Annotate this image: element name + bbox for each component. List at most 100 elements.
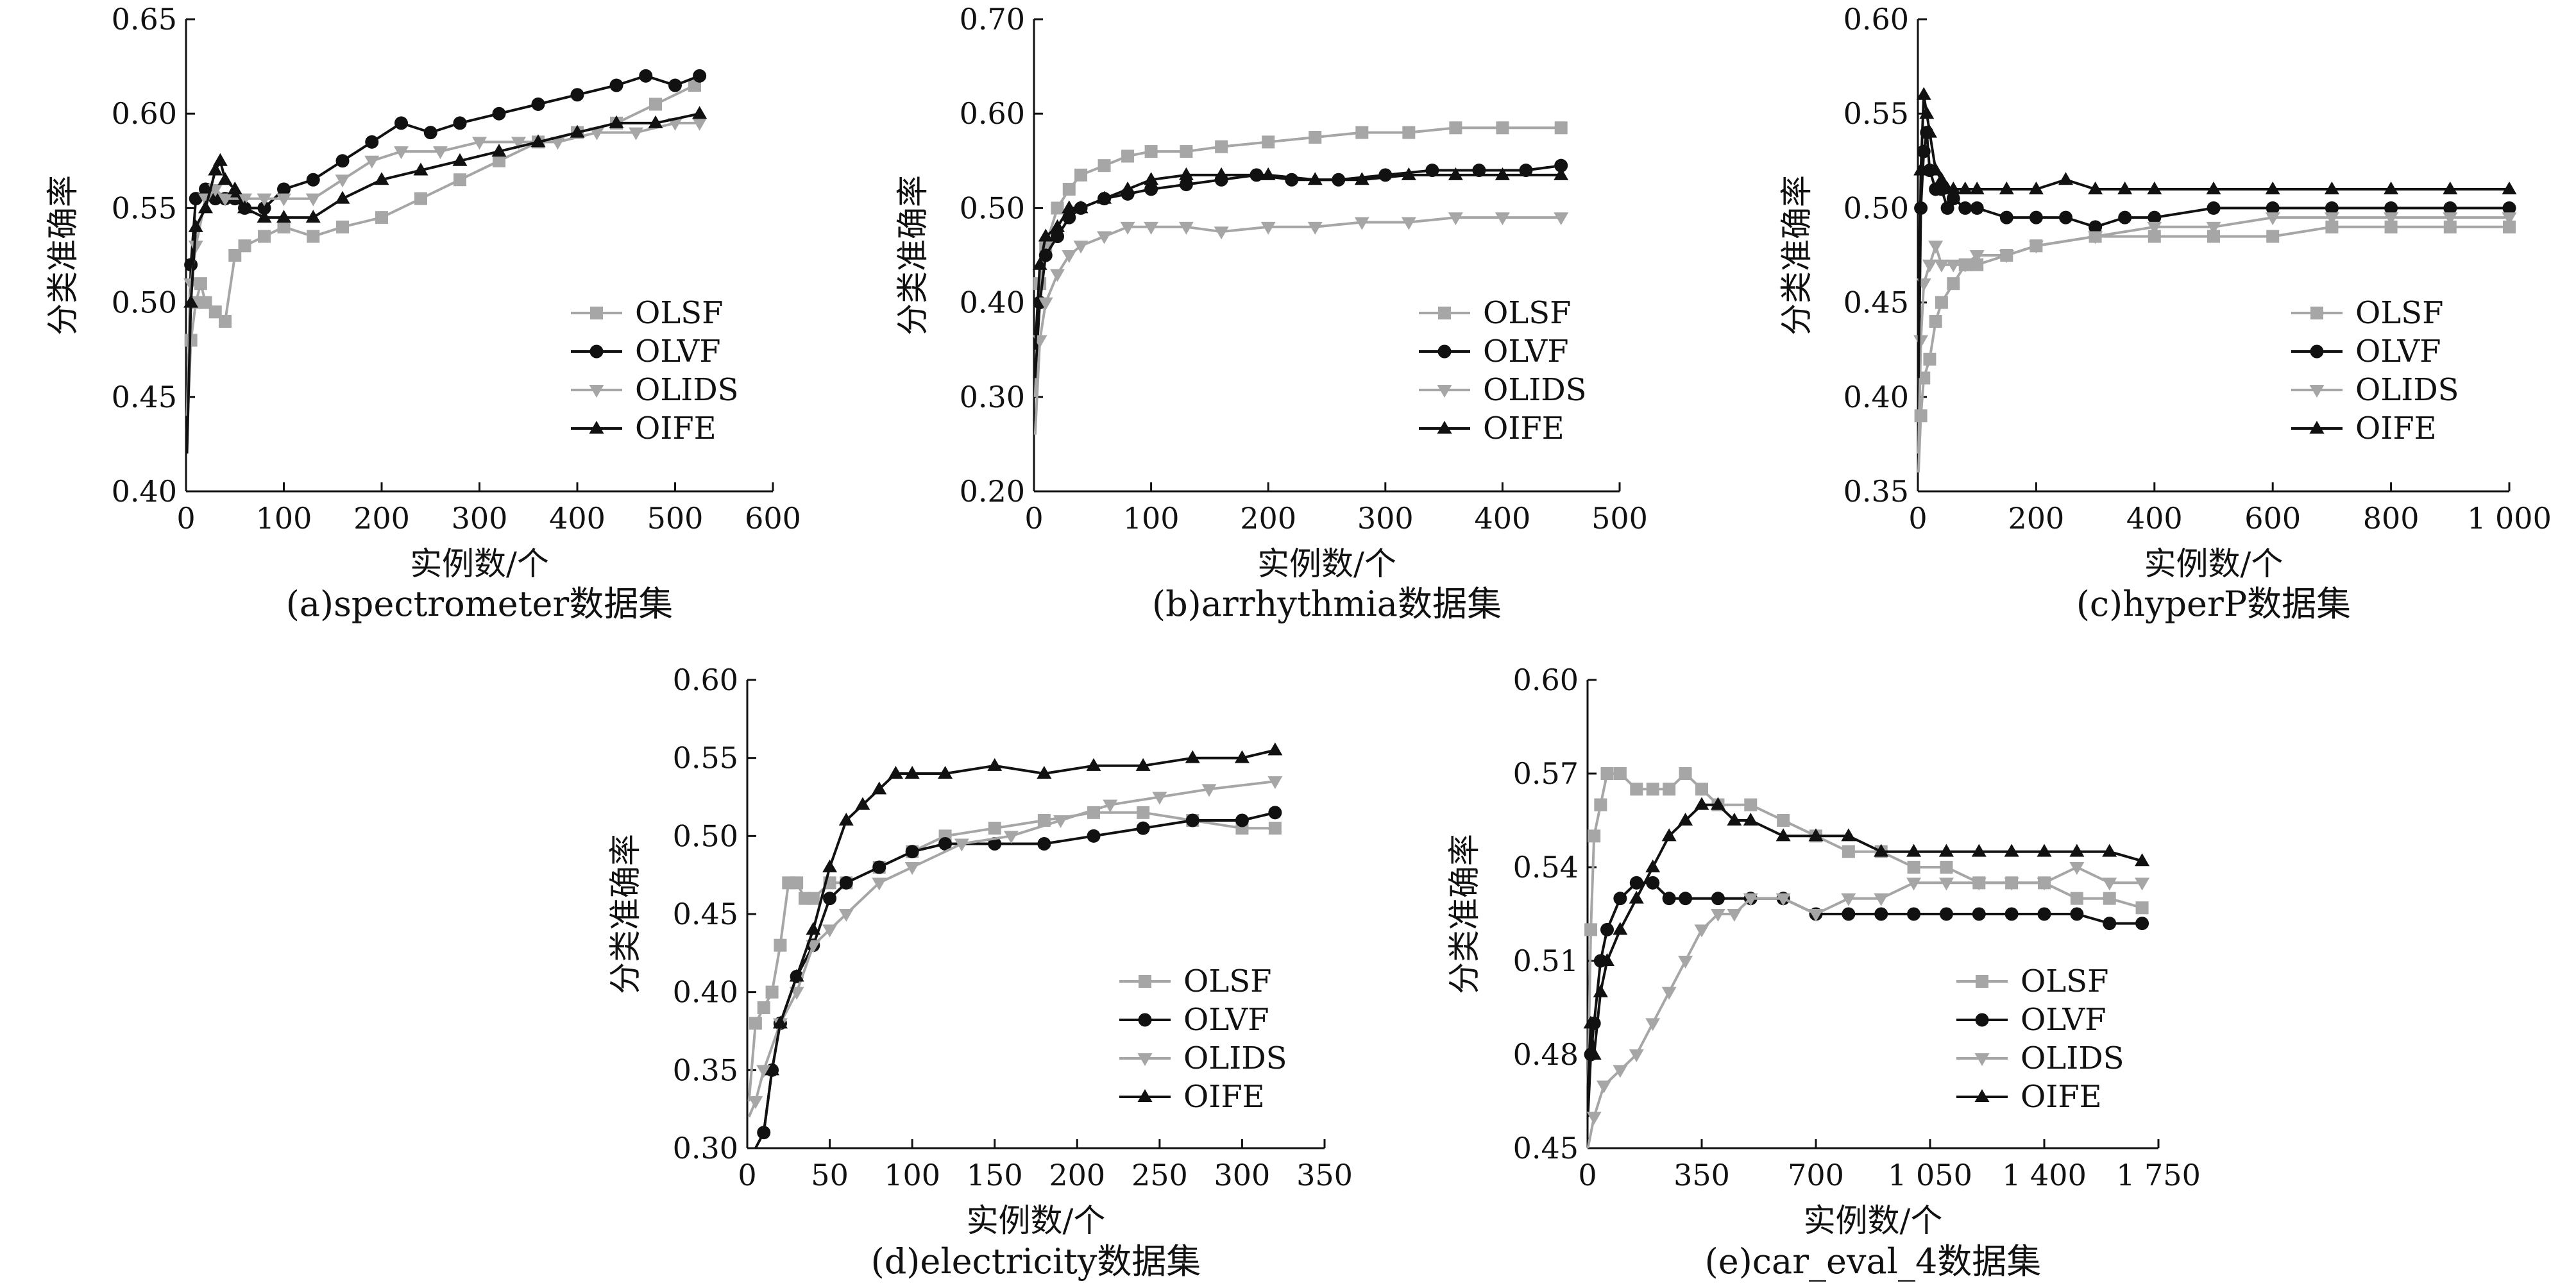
data-point-olvf [1946, 192, 1960, 206]
data-point-olsf [1744, 798, 1758, 811]
data-point-olvf [306, 173, 320, 187]
data-point-oife [1586, 1047, 1602, 1060]
data-point-olvf [693, 69, 707, 83]
data-point-oife [1971, 843, 1987, 857]
y-tick-label: 0.35 [1843, 474, 1909, 509]
data-point-olvf [2118, 210, 2132, 225]
series-olids [1032, 212, 1569, 435]
legend-marker-oife [1137, 1089, 1153, 1102]
data-point-oife [1913, 162, 1929, 176]
series-oife [1913, 87, 2517, 378]
data-point-olids [2384, 212, 2399, 226]
data-point-olvf [2266, 201, 2280, 215]
data-point-oife [2324, 181, 2339, 194]
data-point-olvf [2148, 210, 2162, 225]
x-axis-label: 实例数/个 [1804, 1202, 1943, 1239]
data-point-olids [1743, 893, 1758, 906]
data-point-olids [822, 924, 838, 938]
data-point-olvf [2384, 201, 2398, 215]
data-point-olvf [184, 258, 198, 272]
data-point-oife [1086, 758, 1101, 771]
data-point-oife [1401, 167, 1416, 180]
data-point-oife [2384, 181, 2399, 194]
data-point-olsf [2207, 230, 2220, 243]
data-point-olvf [639, 69, 653, 83]
data-point-oife [227, 181, 242, 194]
data-point-olsf [1907, 861, 1920, 874]
data-point-olids [1613, 1065, 1628, 1078]
data-point-oife [609, 115, 624, 128]
legend-label-olvf: OLVF [635, 334, 721, 369]
data-point-oife [305, 210, 321, 223]
data-point-olsf [1309, 131, 1322, 144]
data-point-olvf [988, 837, 1002, 851]
series-olvf [184, 69, 707, 435]
data-point-olsf [2443, 220, 2457, 233]
data-point-olsf [1679, 767, 1692, 780]
data-point-oife [276, 210, 291, 223]
data-point-olvf [1999, 210, 2013, 225]
data-point-olsf [649, 97, 662, 111]
data-point-olids [954, 838, 969, 852]
data-point-olvf [1600, 922, 1614, 936]
data-point-olvf [394, 116, 408, 130]
x-tick-label: 200 [2008, 501, 2064, 536]
legend-label-olvf: OLVF [2021, 1002, 2106, 1038]
data-point-olids [1401, 217, 1416, 230]
data-point-oife [1958, 181, 1973, 194]
legend-label-olsf: OLSF [635, 295, 723, 331]
series-olids [1913, 212, 2517, 454]
x-axis-label: 实例数/个 [410, 545, 549, 582]
y-tick-label: 0.50 [112, 285, 177, 320]
y-tick-label: 0.50 [960, 191, 1025, 225]
data-point-olids [2102, 877, 2117, 891]
y-axis-label: 分类准确率 [44, 175, 81, 335]
data-point-oife [1694, 797, 1709, 810]
data-point-olids [1073, 241, 1089, 254]
y-tick-label: 0.60 [1513, 663, 1579, 697]
data-point-olvf [189, 192, 203, 206]
data-point-olvf [1051, 230, 1065, 244]
data-point-olids [394, 146, 409, 160]
data-point-olsf [1594, 798, 1607, 811]
data-point-olids [276, 193, 291, 207]
y-tick-label: 0.70 [960, 2, 1025, 37]
data-point-olids [335, 174, 350, 188]
x-tick-label: 0 [1578, 1158, 1597, 1192]
data-point-olsf [258, 230, 271, 243]
data-point-oife [872, 781, 887, 795]
data-point-olsf [1097, 159, 1111, 173]
data-point-olsf [765, 985, 779, 999]
data-point-olids [1038, 297, 1053, 310]
y-tick-label: 0.55 [673, 741, 738, 775]
data-point-olvf [1613, 892, 1627, 906]
data-point-olvf [1958, 201, 1972, 215]
data-point-olvf [1646, 876, 1660, 890]
legend-marker-olvf [1975, 1013, 1989, 1027]
data-point-olvf [2207, 201, 2221, 215]
data-point-oife [1841, 828, 1856, 842]
data-point-olvf [2502, 201, 2516, 215]
legend-label-olids: OLIDS [2021, 1040, 2124, 1076]
data-point-olvf [1378, 168, 1393, 182]
data-point-olvf [1907, 907, 1921, 921]
series-olsf [1584, 767, 2149, 1086]
y-tick-label: 0.40 [1843, 380, 1909, 414]
series-oife [762, 742, 1283, 1133]
data-point-olvf [1268, 806, 1282, 820]
series-line-olvf [185, 74, 700, 435]
data-point-oife [1743, 813, 1758, 826]
data-point-olids [217, 193, 233, 207]
data-point-olvf [365, 135, 379, 149]
data-point-olids [1999, 250, 2014, 263]
data-point-oife [208, 162, 223, 176]
series-line-oife [1033, 173, 1561, 350]
data-point-olsf [1970, 258, 1984, 271]
x-tick-label: 400 [1474, 501, 1530, 536]
x-tick-label: 300 [1357, 501, 1414, 536]
data-point-olvf [1425, 164, 1439, 178]
data-point-oife [374, 172, 389, 185]
data-point-oife [1554, 167, 1569, 180]
data-point-olvf [492, 106, 506, 121]
